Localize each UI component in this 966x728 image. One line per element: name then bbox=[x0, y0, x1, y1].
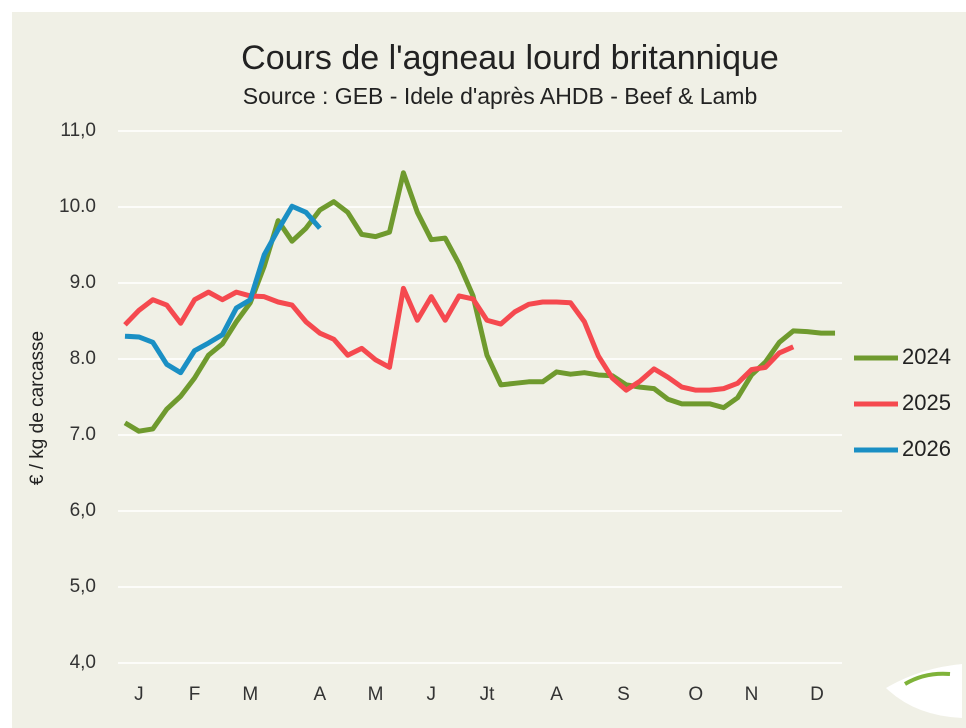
chart-background bbox=[12, 12, 966, 728]
series-line bbox=[123, 285, 795, 393]
y-tick-label: 9.0 bbox=[70, 272, 96, 293]
series-line bbox=[124, 203, 322, 376]
legend-label: 2024 bbox=[902, 344, 951, 369]
y-tick-label: 10.0 bbox=[59, 196, 96, 217]
y-axis-label: € / kg de carcasse bbox=[27, 331, 48, 485]
x-tick-label: D bbox=[810, 684, 824, 705]
y-tick-label: 8.0 bbox=[70, 348, 96, 369]
x-tick-label: A bbox=[550, 684, 563, 705]
y-tick-label: 5,0 bbox=[70, 576, 96, 597]
x-tick-label: F bbox=[189, 684, 201, 705]
x-tick-label: A bbox=[314, 684, 327, 705]
x-tick-label: O bbox=[688, 684, 703, 705]
series-line bbox=[123, 170, 836, 434]
y-tick-label: 7.0 bbox=[70, 424, 96, 445]
x-tick-label: M bbox=[368, 684, 384, 705]
chart-title: Cours de l'agneau lourd britannique bbox=[241, 39, 779, 77]
x-tick-label: M bbox=[242, 684, 258, 705]
x-tick-label: S bbox=[617, 684, 630, 705]
logo bbox=[886, 664, 962, 718]
y-tick-label: 11,0 bbox=[60, 120, 96, 141]
legend-label: 2026 bbox=[902, 436, 951, 461]
x-tick-label: J bbox=[427, 684, 437, 705]
y-tick-label: 4,0 bbox=[70, 652, 96, 673]
x-tick-label: Jt bbox=[480, 684, 496, 705]
legend-label: 2025 bbox=[902, 390, 951, 415]
chart-subtitle: Source : GEB - Idele d'après AHDB - Beef… bbox=[243, 83, 757, 109]
x-tick-label: J bbox=[134, 684, 144, 705]
x-tick-label: N bbox=[745, 684, 759, 705]
y-tick-label: 6,0 bbox=[70, 500, 96, 521]
